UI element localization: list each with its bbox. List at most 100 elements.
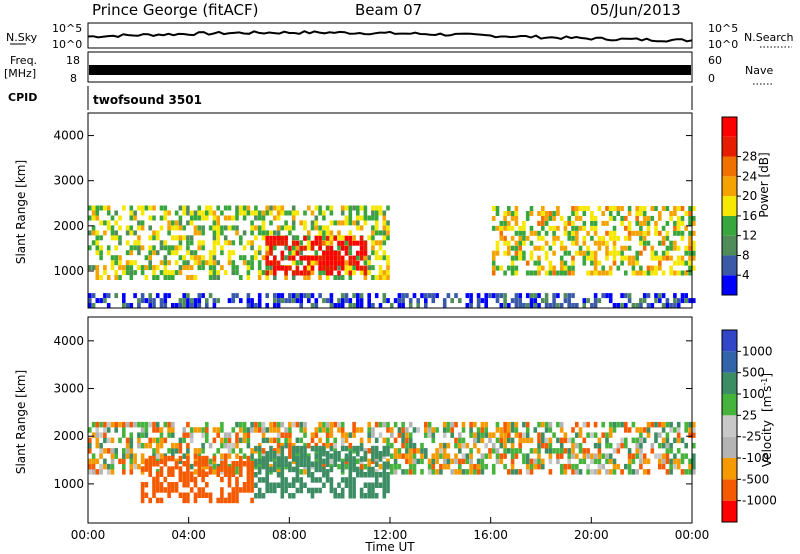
power-cell (246, 265, 251, 271)
velocity-cell (522, 437, 526, 444)
power-cell (273, 275, 277, 280)
velocity-cell (325, 442, 330, 449)
power-cell (246, 293, 251, 299)
power-cell (356, 210, 360, 216)
power-cell (608, 265, 613, 271)
velocity-cell (374, 445, 379, 452)
velocity-cell (608, 421, 613, 428)
power-cell (692, 240, 696, 246)
power-cell (348, 220, 353, 226)
power-cell (348, 235, 353, 241)
power-cell (265, 303, 269, 308)
velocity-cell (541, 432, 545, 438)
power-cell (548, 245, 553, 251)
power-cell (152, 245, 156, 251)
power-cell (129, 230, 134, 236)
velocity-cell (310, 487, 315, 494)
power-cell (201, 260, 205, 266)
velocity-cell (688, 427, 692, 433)
power-cell (182, 293, 186, 299)
velocity-cell (231, 497, 236, 504)
power-cell (642, 240, 647, 246)
velocity-cell (525, 458, 530, 465)
power-cell (91, 215, 96, 221)
power-cell (250, 210, 254, 216)
velocity-cell (208, 466, 213, 472)
power-cell (205, 260, 209, 266)
power-cell (261, 255, 266, 261)
velocity-cell (597, 463, 602, 470)
velocity-cell (442, 448, 447, 454)
velocity-cell (559, 421, 564, 428)
velocity-cell (201, 448, 205, 454)
power-cell (680, 270, 685, 276)
velocity-cell (110, 437, 115, 444)
velocity-cell (212, 458, 217, 465)
velocity-cell (265, 437, 269, 444)
velocity-cell (597, 437, 602, 444)
velocity-cell (186, 466, 190, 472)
power-cell (189, 210, 194, 216)
velocity-cell (575, 469, 579, 475)
power-cell (582, 255, 587, 261)
velocity-cell (322, 451, 326, 457)
power-cell (295, 245, 300, 251)
power-cell (291, 205, 296, 211)
velocity-cell (578, 442, 583, 449)
power-cell (424, 298, 428, 304)
velocity-cell (99, 463, 103, 470)
velocity-cell (182, 476, 186, 483)
power-cell (291, 235, 296, 241)
power-cell (171, 270, 175, 276)
velocity-cell (197, 448, 202, 454)
power-cell (688, 298, 692, 304)
velocity-cell (597, 448, 602, 454)
power-cell (352, 235, 356, 241)
velocity-cell (223, 497, 228, 504)
power-cell (620, 215, 624, 221)
power-cell (257, 303, 262, 308)
power-cell (642, 235, 647, 241)
power-cell (223, 215, 228, 221)
power-cell (337, 270, 341, 276)
velocity-cell (299, 445, 303, 452)
power-cell (276, 293, 281, 299)
power-cell (186, 303, 190, 308)
power-cell (318, 255, 322, 261)
velocity-cell (465, 453, 470, 459)
power-cell (533, 270, 538, 276)
velocity-cell (276, 461, 281, 467)
velocity-cell (205, 432, 209, 438)
velocity-cell (582, 437, 587, 444)
velocity-cell (182, 432, 186, 438)
power-cell (137, 205, 141, 211)
power-cell (299, 245, 303, 251)
power-cell (212, 275, 217, 280)
power-cell (608, 293, 613, 299)
power-cell (197, 255, 202, 261)
power-cell (491, 215, 496, 221)
power-cell (688, 250, 692, 256)
velocity-cell (235, 461, 239, 467)
velocity-cell (246, 487, 251, 493)
velocity-cell (544, 427, 549, 433)
velocity-cell (635, 453, 639, 459)
power-cell (235, 270, 239, 276)
power-cell (182, 225, 186, 231)
velocity-cell (239, 466, 243, 472)
velocity-cell (307, 453, 311, 459)
power-cell (356, 240, 360, 246)
power-cell (269, 250, 273, 256)
velocity-cell (408, 437, 413, 444)
velocity-cell (148, 497, 152, 504)
velocity-cell (537, 437, 541, 444)
power-cell (646, 230, 651, 236)
power-cell (450, 298, 454, 304)
power-cell (337, 220, 341, 226)
velocity-cell (382, 482, 387, 488)
power-cell (359, 298, 364, 304)
power-cell (318, 265, 322, 271)
velocity-cell (193, 492, 198, 498)
power-cell (212, 230, 217, 236)
power-cell (533, 293, 538, 299)
